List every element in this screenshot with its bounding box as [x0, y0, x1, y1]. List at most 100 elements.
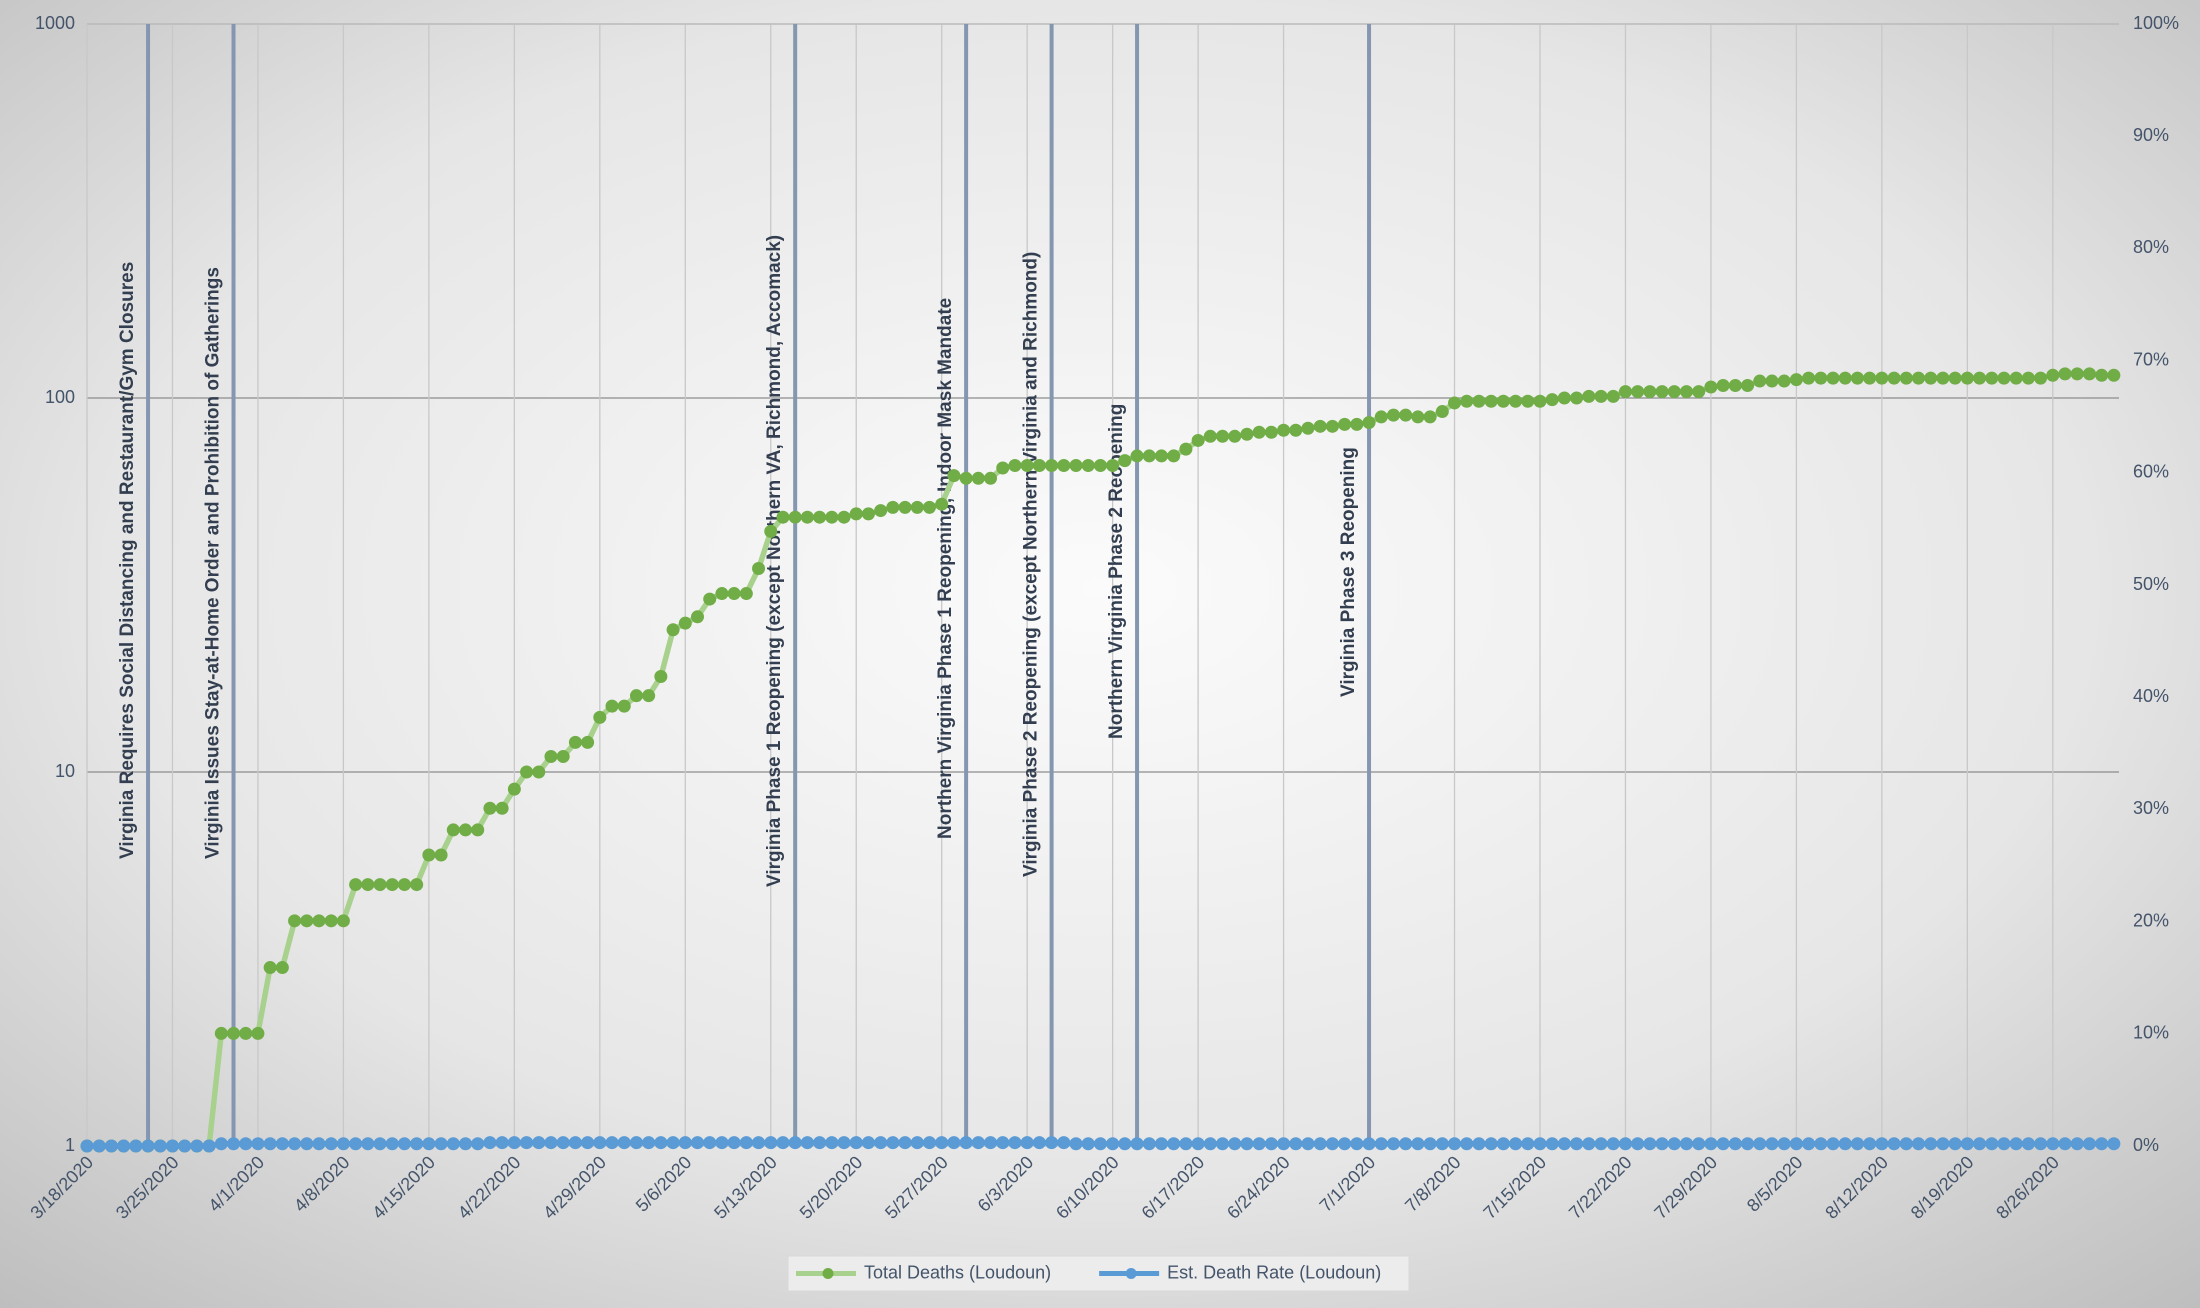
data-point [2107, 368, 2121, 382]
data-point [825, 1136, 839, 1150]
data-point [1313, 1137, 1327, 1151]
y2-tick-label: 20% [2133, 910, 2169, 930]
data-point [910, 1136, 924, 1150]
data-point [1374, 410, 1388, 424]
data-point [2070, 1137, 2084, 1151]
data-point [1533, 394, 1547, 408]
data-point [1618, 1137, 1632, 1151]
data-point [1680, 1137, 1694, 1151]
data-point [1692, 385, 1706, 399]
annotation-text: Virginia Phase 3 Reopening [1338, 447, 1359, 697]
data-point [532, 765, 546, 779]
data-point [1411, 410, 1425, 424]
data-point [1130, 449, 1144, 463]
data-point [1973, 1137, 1987, 1151]
data-point [1631, 1137, 1645, 1151]
data-point [385, 878, 399, 892]
data-point [1130, 1137, 1144, 1151]
data-point [1301, 1137, 1315, 1151]
data-point [2009, 1137, 2023, 1151]
data-point [1020, 1136, 1034, 1150]
data-point [1765, 374, 1779, 388]
data-point [202, 1139, 216, 1153]
series-layer [80, 367, 2121, 1153]
data-point [1875, 1137, 1889, 1151]
data-point [1374, 1137, 1388, 1151]
y2-tick-label: 10% [2133, 1023, 2169, 1043]
data-point [263, 961, 277, 975]
data-point [1191, 433, 1205, 447]
data-point [1582, 1137, 1596, 1151]
data-point [2082, 367, 2096, 381]
data-point [141, 1139, 155, 1153]
data-point [1045, 458, 1059, 472]
data-point [117, 1139, 131, 1153]
data-point [849, 507, 863, 521]
data-point [434, 848, 448, 862]
data-point [2082, 1137, 2096, 1151]
data-point [1289, 423, 1303, 437]
data-point [898, 500, 912, 514]
data-point [1545, 393, 1559, 407]
data-point [617, 699, 631, 713]
data-point [1154, 449, 1168, 463]
data-point [275, 1137, 289, 1151]
data-point [1814, 371, 1828, 385]
data-point [1960, 371, 1974, 385]
data-point [1655, 1137, 1669, 1151]
data-point [776, 1136, 790, 1150]
data-point [1216, 429, 1230, 443]
data-point [1997, 1137, 2011, 1151]
data-point [1728, 378, 1742, 392]
data-point [703, 592, 717, 606]
data-point [715, 1136, 729, 1150]
data-point [1667, 385, 1681, 399]
data-point [1228, 429, 1242, 443]
data-point [1069, 1137, 1083, 1151]
data-point [507, 1136, 521, 1150]
data-point [1362, 415, 1376, 429]
data-point [959, 471, 973, 485]
data-point [1838, 371, 1852, 385]
data-point [1203, 1137, 1217, 1151]
data-point [910, 500, 924, 514]
data-point [1802, 1137, 1816, 1151]
data-point [1106, 1137, 1120, 1151]
data-point [1912, 1137, 1925, 1151]
data-point [654, 670, 668, 684]
data-point [1509, 1137, 1523, 1151]
data-point [1240, 1137, 1254, 1151]
data-point [1887, 371, 1901, 385]
data-point [1032, 1136, 1046, 1150]
data-point [1838, 1137, 1852, 1151]
data-point [886, 1136, 900, 1150]
data-point [642, 689, 656, 703]
data-point [593, 1136, 607, 1150]
data-point [1325, 419, 1339, 433]
data-point [178, 1139, 192, 1153]
legend-marker [822, 1268, 834, 1279]
data-point [1252, 425, 1266, 439]
data-point [1716, 1137, 1730, 1151]
data-point [1460, 394, 1474, 408]
data-point [1484, 394, 1498, 408]
data-point [1057, 1136, 1071, 1150]
data-point [1704, 380, 1718, 394]
data-point [629, 1136, 643, 1150]
data-point [1020, 458, 1034, 472]
data-point [1179, 1137, 1193, 1151]
data-point [1850, 1137, 1864, 1151]
data-point [813, 1136, 827, 1150]
data-point [922, 500, 936, 514]
data-point [2046, 1137, 2060, 1151]
data-point [825, 510, 839, 524]
data-point [861, 1136, 875, 1150]
data-point [1912, 371, 1925, 385]
data-point [1386, 1137, 1400, 1151]
y2-tick-label: 80% [2133, 237, 2169, 257]
data-point [837, 510, 851, 524]
annotation-text: Northern Virginia Phase 1 Reopening; Ind… [935, 298, 956, 839]
data-point [764, 1136, 778, 1150]
data-point [312, 1137, 326, 1151]
